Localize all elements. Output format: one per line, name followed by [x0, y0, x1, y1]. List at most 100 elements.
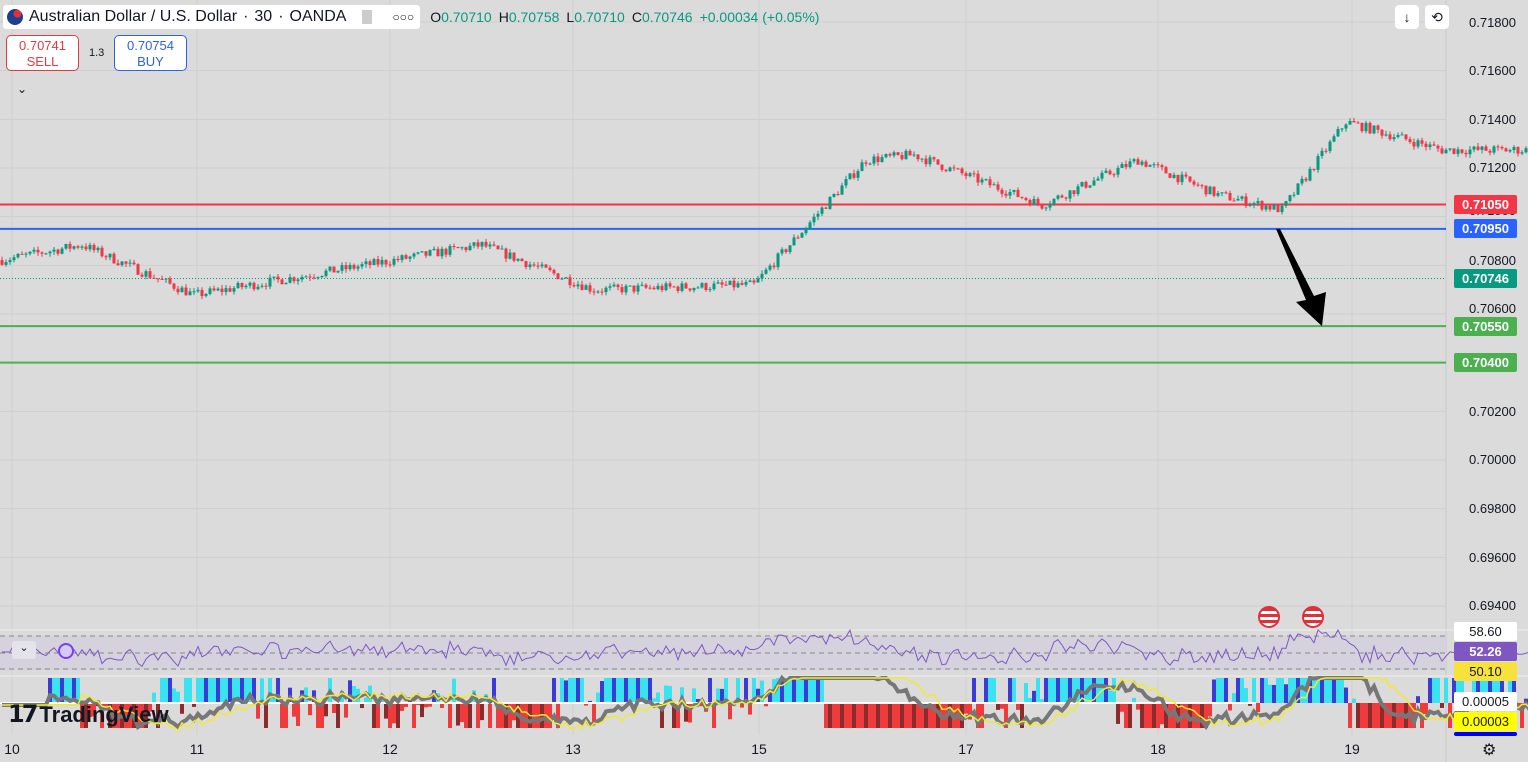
level-price-tag: 0.71050 — [1454, 194, 1517, 214]
macd-histogram-bar — [1300, 678, 1304, 703]
macd-histogram-bar — [1308, 678, 1312, 703]
candle-body — [32, 249, 36, 252]
candle-body — [648, 287, 652, 289]
macd-histogram-bar — [968, 703, 972, 720]
refresh-indicator-icon[interactable] — [58, 643, 74, 659]
candle-body — [728, 280, 732, 285]
macd-histogram-bar — [856, 703, 860, 728]
macd-histogram-bar — [180, 703, 184, 714]
sell-button[interactable]: 0.70741 SELL — [6, 35, 79, 71]
candle-body — [1500, 147, 1504, 149]
collapse-chevron-icon[interactable]: ⌄ — [17, 82, 28, 96]
macd-histogram-bar — [740, 703, 744, 708]
candle-body — [356, 266, 360, 269]
refresh-icon[interactable]: ⟲ — [1425, 5, 1449, 29]
candle-body — [644, 284, 648, 288]
candle-body — [416, 252, 420, 254]
flag-icon[interactable] — [362, 10, 373, 24]
macd-histogram-bar — [1108, 690, 1112, 703]
candle-body — [412, 253, 416, 257]
buy-button[interactable]: 0.70754 BUY — [114, 35, 187, 71]
candle-body — [988, 179, 992, 186]
macd-histogram-bar — [176, 691, 180, 703]
macd-histogram-bar — [68, 678, 72, 703]
ellipsis-icon[interactable]: ○○○ — [392, 10, 415, 24]
level-price-tag: 0.70746 — [1454, 268, 1517, 288]
candle-body — [1352, 120, 1356, 123]
macd-histogram-bar — [1508, 678, 1512, 703]
macd-histogram-bar — [916, 703, 920, 728]
gear-icon[interactable]: ⚙ — [1482, 742, 1497, 759]
candle-body — [1360, 123, 1364, 132]
candle-body — [604, 287, 608, 293]
candle-body — [1436, 145, 1440, 149]
candle-body — [712, 283, 716, 290]
candle-body — [540, 264, 544, 267]
candle-body — [1336, 129, 1340, 137]
macd-histogram-bar — [572, 678, 576, 703]
candle-body — [308, 276, 312, 278]
macd-histogram-bar — [936, 703, 940, 728]
macd-histogram-bar — [240, 678, 244, 703]
pane-collapse-chevron-icon[interactable]: ⌄ — [12, 641, 36, 659]
macd-histogram-bar — [1364, 703, 1368, 728]
top-legend-row: Australian Dollar / U.S. Dollar · 30 · OAN… — [3, 5, 819, 29]
candle-body — [276, 276, 280, 280]
aud-usd-flag-icon — [7, 9, 23, 25]
rsi-lower-label: 50.10 — [1454, 662, 1517, 681]
macd-histogram-bar — [1348, 703, 1352, 728]
candle-body — [220, 288, 224, 292]
macd-histogram-bar — [348, 680, 352, 703]
symbol-header[interactable]: Australian Dollar / U.S. Dollar · 30 · OAN… — [3, 5, 421, 29]
candle-body — [1044, 207, 1048, 209]
candle-body — [616, 284, 620, 288]
candle-body — [148, 271, 152, 278]
candle-body — [1388, 134, 1392, 140]
candle-body — [1432, 144, 1436, 146]
macd-histogram-bar — [664, 685, 668, 703]
level-price-tag: 0.70400 — [1454, 353, 1517, 373]
candle-body — [892, 152, 896, 156]
candle-body — [16, 253, 20, 258]
us-event-flag-icon[interactable] — [1302, 606, 1324, 628]
macd-histogram-bar — [1428, 678, 1432, 703]
macd-histogram-bar — [396, 703, 400, 728]
candle-body — [668, 283, 672, 287]
candle-body — [1348, 120, 1352, 125]
macd-third-label — [1454, 732, 1517, 736]
macd-histogram-bar — [1292, 678, 1296, 703]
us-event-flag-icon[interactable] — [1258, 606, 1280, 628]
candle-body — [1172, 174, 1176, 178]
macd-histogram-bar — [684, 703, 688, 722]
candle-body — [384, 259, 388, 265]
price-tick: 0.70000 — [1469, 452, 1516, 468]
candle-body — [84, 246, 88, 250]
candle-body — [908, 150, 912, 156]
macd-histogram-bar — [676, 703, 680, 728]
candle-body — [1100, 172, 1104, 179]
candle-body — [884, 154, 888, 158]
candle-body — [116, 263, 120, 266]
macd-histogram-bar — [712, 703, 716, 728]
macd-histogram-bar — [884, 703, 888, 728]
candle-body — [864, 162, 868, 164]
macd-histogram-bar — [1264, 678, 1268, 703]
arrow-down-icon[interactable]: ↓ — [1395, 5, 1419, 29]
candle-body — [1232, 200, 1236, 202]
candle-body — [188, 291, 192, 296]
candle-body — [576, 284, 580, 287]
macd-histogram-bar — [1328, 678, 1332, 703]
macd-histogram-bar — [1192, 703, 1196, 728]
candle-body — [652, 287, 656, 290]
candle-body — [512, 252, 516, 261]
macd-histogram-bar — [812, 678, 816, 703]
interval[interactable]: 30 — [254, 8, 273, 25]
macd-histogram-bar — [964, 703, 968, 714]
candle-body — [612, 284, 616, 287]
macd-histogram-bar — [1324, 678, 1328, 703]
candle-body — [1448, 148, 1452, 150]
candle-body — [408, 256, 412, 259]
macd-histogram-bar — [172, 688, 176, 703]
macd-histogram-bar — [1152, 703, 1156, 728]
